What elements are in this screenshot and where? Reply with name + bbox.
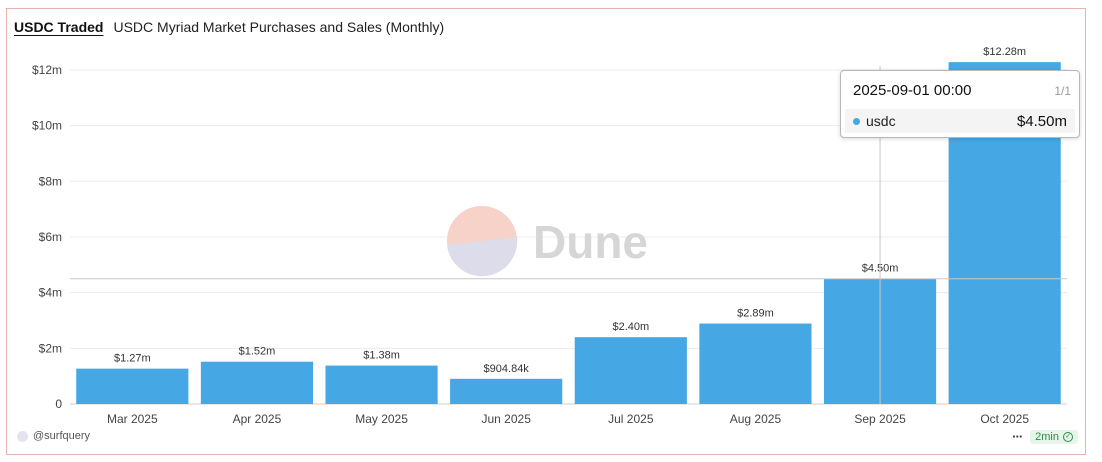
y-tick-label: $12m — [32, 63, 62, 77]
check-circle-icon: ✓ — [1063, 431, 1073, 442]
tooltip-value: $4.50m — [1016, 112, 1067, 130]
bar[interactable] — [450, 378, 563, 404]
y-tick-label: $10m — [32, 119, 62, 133]
x-tick-label: Oct 2025 — [980, 412, 1029, 426]
x-tick-label: May 2025 — [355, 412, 408, 426]
x-axis-labels: Mar 2025 Apr 2025 May 2025 Jun 2025 Jul 2025… — [107, 412, 1029, 426]
y-tick-label: 0 — [55, 397, 62, 411]
value-labels: $1.27m$1.52m $1.38m$904.84k$2.40m$2.89m$4… — [114, 46, 1026, 375]
dune-watermark: Dune — [447, 206, 648, 277]
y-tick-label: $2m — [39, 341, 62, 355]
footer-actions: ··· 2min ✓ — [1012, 429, 1078, 444]
dune-logo-lower-half — [447, 237, 518, 277]
y-tick-label: $8m — [39, 174, 62, 188]
watermark-text: Dune — [533, 216, 648, 268]
bar-value-label: $1.52m — [239, 346, 276, 358]
refresh-age-text: 2min — [1035, 430, 1059, 443]
bar[interactable] — [76, 368, 189, 404]
x-tick-label: Mar 2025 — [107, 412, 158, 426]
series-dot-icon — [853, 117, 860, 125]
tooltip: 2025-09-01 00:00 1/1 usdc $4.50m — [840, 70, 1080, 138]
bar-value-label: $2.40m — [612, 321, 649, 333]
avatar — [17, 430, 28, 442]
chart-title: USDC Myriad Market Purchases and Sales (… — [113, 19, 445, 35]
tooltip-row: usdc $4.50m — [845, 109, 1075, 133]
tab-usdc-traded[interactable]: USDC Traded — [14, 19, 104, 35]
bar[interactable] — [574, 337, 687, 404]
y-tick-label: $4m — [39, 286, 62, 300]
more-options-icon[interactable]: ··· — [1012, 429, 1023, 444]
y-axis-labels: 0 $2m $4m $6m $8m $10m $12m — [32, 63, 62, 411]
bar-value-label: $1.38m — [363, 350, 400, 362]
bar-value-label: $904.84k — [484, 363, 530, 375]
x-tick-label: Apr 2025 — [233, 412, 282, 426]
x-tick-label: Jul 2025 — [608, 412, 654, 426]
bar[interactable] — [200, 361, 314, 404]
tooltip-series-name: usdc — [866, 113, 896, 129]
chart-header: USDC Traded USDC Myriad Market Purchases… — [14, 18, 444, 36]
refresh-age-badge[interactable]: 2min ✓ — [1030, 429, 1078, 444]
author-name[interactable]: @surfquery — [33, 430, 91, 442]
y-tick-label: $6m — [39, 230, 62, 244]
author-link[interactable]: @surfquery — [17, 430, 90, 442]
bar[interactable] — [325, 365, 438, 404]
x-tick-label: Aug 2025 — [730, 412, 782, 426]
tooltip-title: 2025-09-01 00:00 — [853, 82, 972, 99]
tooltip-page-count: 1/1 — [1054, 84, 1071, 98]
bar[interactable] — [699, 323, 812, 404]
bar-value-label: $2.89m — [737, 308, 774, 320]
bar-value-label: $12.28m — [983, 46, 1026, 58]
x-tick-label: Jun 2025 — [481, 412, 531, 426]
x-tick-label: Sep 2025 — [854, 412, 906, 426]
bar-value-label: $1.27m — [114, 353, 151, 365]
